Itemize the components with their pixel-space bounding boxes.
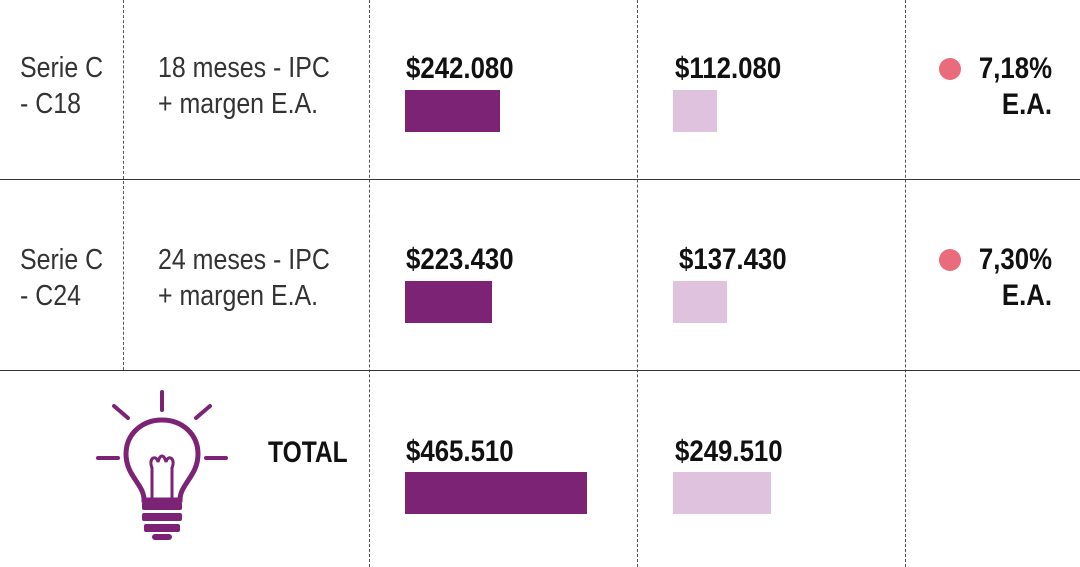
total-light-value-bar [673,472,771,514]
light-value-bar [673,90,717,132]
rate-value: 7,30% E.A. [978,243,1052,312]
light-value-label: $137.430 [679,243,787,276]
light-value-bar [673,281,727,323]
column-divider-4 [905,0,906,567]
total-label: TOTAL [268,436,348,469]
serie-label: Serie C - C18 [20,52,104,120]
rate-dot-icon [939,58,961,80]
dark-value-label: $242.080 [406,52,514,85]
rate-value: 7,18% E.A. [978,52,1052,121]
column-divider-1 [123,0,124,370]
row-divider-1 [0,179,1080,180]
total-light-value-label: $249.510 [675,435,783,468]
plazo-description: 24 meses - IPC + margen E.A. [158,244,330,312]
row-divider-2 [0,370,1080,371]
column-divider-2 [369,0,370,567]
plazo-description: 18 meses - IPC + margen E.A. [158,52,330,120]
total-dark-value-label: $465.510 [406,435,514,468]
column-divider-3 [637,0,638,567]
total-dark-value-bar [405,472,587,514]
lightbulb-icon [96,390,228,540]
dark-value-bar [405,90,500,132]
dark-value-bar [405,281,492,323]
dark-value-label: $223.430 [406,243,514,276]
serie-label: Serie C - C24 [20,244,104,312]
rate-dot-icon [939,249,961,271]
light-value-label: $112.080 [675,52,782,85]
